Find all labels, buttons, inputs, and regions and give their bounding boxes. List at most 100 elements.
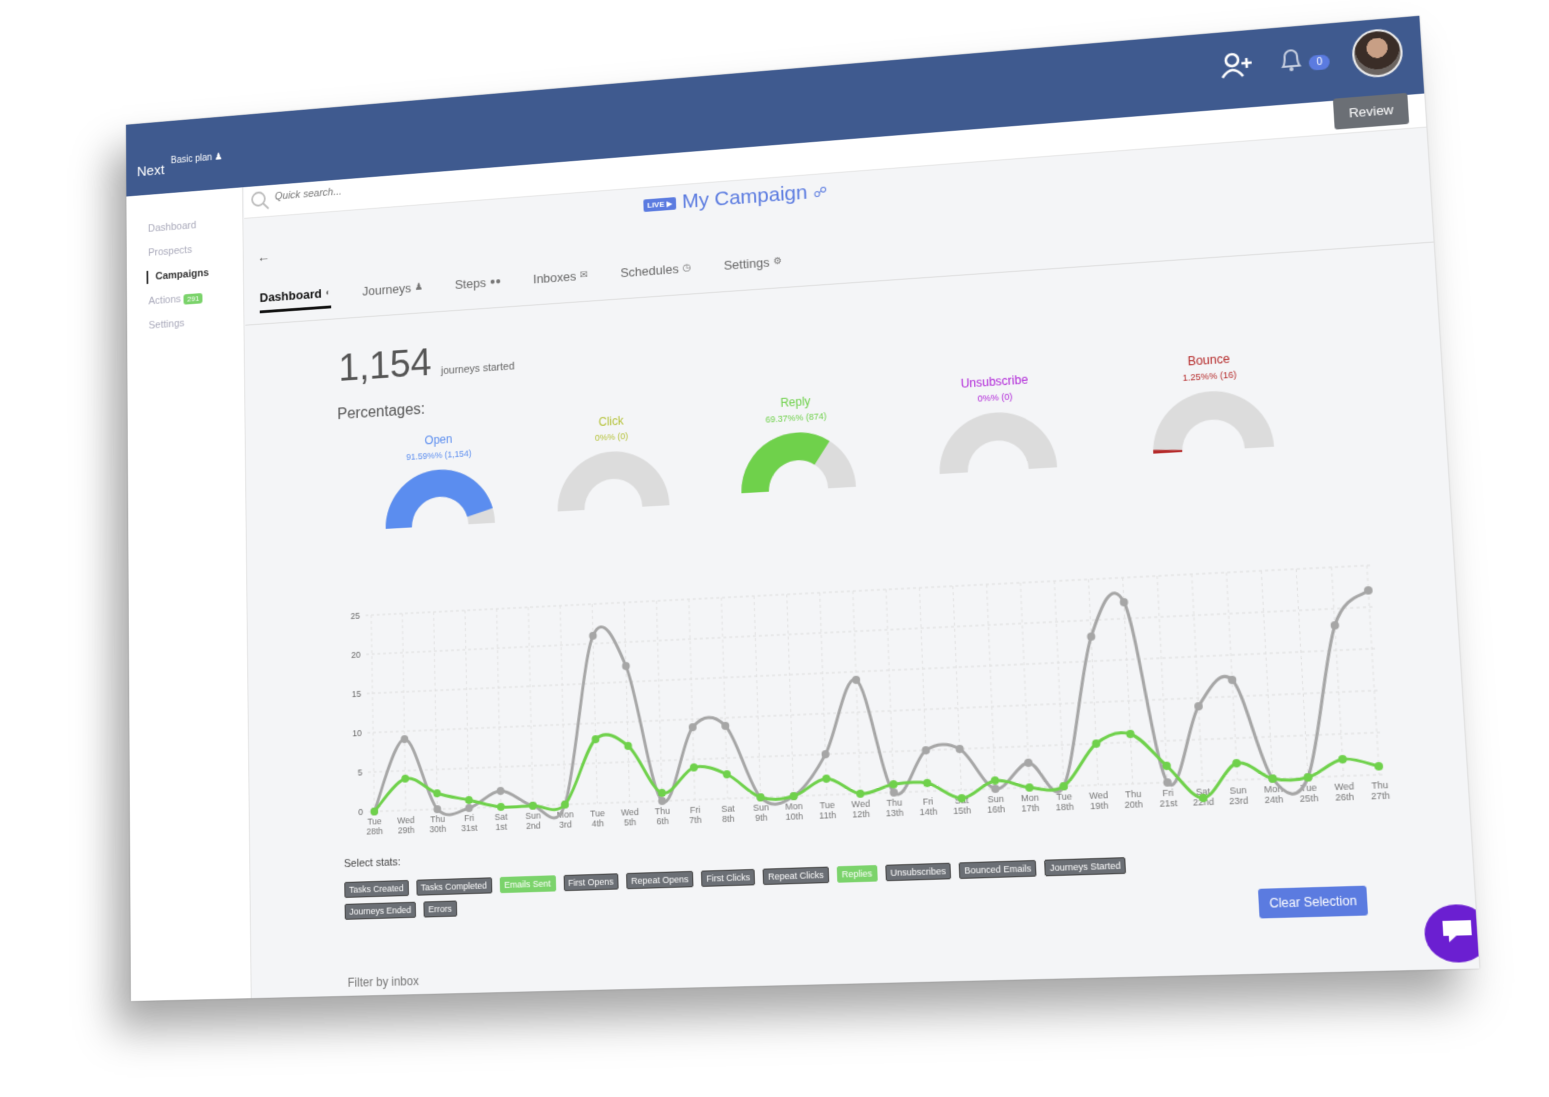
tab-journeys[interactable]: Journeys ♟ — [362, 274, 423, 304]
data-point — [1330, 621, 1339, 630]
stat-tag-repeat-opens[interactable]: Repeat Opens — [626, 871, 693, 889]
x-tick-label: Wed5th — [621, 807, 640, 828]
notification-count-badge[interactable]: 0 — [1309, 54, 1330, 71]
stat-tag-replies[interactable]: Replies — [836, 865, 877, 883]
x-tick-label: Wed29th — [397, 815, 415, 836]
add-user-icon[interactable] — [1220, 49, 1256, 79]
data-point — [1304, 773, 1313, 782]
tab-label: Journeys — [362, 281, 411, 299]
grid-line-v — [465, 610, 469, 808]
clock-icon: ◷ — [682, 263, 691, 274]
grid-line-h — [366, 607, 1376, 655]
gauge-track — [937, 409, 1057, 474]
grid-line-v — [560, 606, 565, 805]
stat-tag-errors[interactable]: Errors — [423, 901, 456, 918]
stat-tag-journeys-started[interactable]: Journeys Started — [1044, 857, 1126, 876]
grid-line-v — [919, 588, 927, 791]
tab-label: Settings — [724, 255, 770, 273]
data-point — [856, 789, 864, 797]
grid-line-v — [434, 612, 438, 809]
grid-line-v — [1192, 574, 1203, 781]
percentages-title: Percentages: — [337, 401, 425, 424]
walker-icon: ♟ — [415, 282, 424, 293]
grid-line-v — [754, 596, 761, 797]
gauge-reply: Reply 69.37%% (874) — [707, 390, 888, 497]
gauge-track — [556, 448, 669, 511]
live-badge: LIVE ▶ — [643, 197, 676, 212]
x-tick-label: Thu27th — [1370, 780, 1390, 802]
live-label: LIVE — [647, 199, 664, 209]
line-chart-svg: 0510152025Tue28thWed29thThu30thFri31stSa… — [336, 556, 1411, 864]
gauge-arc — [737, 425, 858, 495]
share-icon[interactable]: ☍ — [813, 183, 827, 201]
stat-tag-tasks-created[interactable]: Tasks Created — [344, 880, 408, 898]
tab-label: Schedules — [620, 261, 679, 280]
gauge-arc — [554, 444, 671, 513]
y-tick-label: 0 — [358, 807, 363, 817]
grid-line-v — [1367, 566, 1379, 775]
bell-icon[interactable] — [1277, 45, 1306, 75]
stat-tag-first-opens[interactable]: First Opens — [563, 873, 619, 891]
tab-schedules[interactable]: Schedules ◷ — [620, 255, 691, 286]
data-point — [1374, 762, 1383, 771]
sidebar-item-label: Settings — [149, 318, 185, 332]
sidebar-item-label: Prospects — [148, 244, 192, 258]
stat-tag-journeys-ended[interactable]: Journeys Ended — [345, 902, 417, 920]
x-tick-label: Tue11th — [819, 800, 837, 821]
stat-tag-repeat-clicks[interactable]: Repeat Clicks — [763, 867, 829, 885]
chat-button[interactable] — [1423, 904, 1480, 964]
stat-tag-emails-sent[interactable]: Emails Sent — [499, 875, 556, 893]
tab-label: Inboxes — [533, 269, 576, 286]
x-tick-label: Sat1st — [495, 812, 509, 833]
brand-logo[interactable]: Next — [137, 162, 165, 180]
grid-line-v — [787, 594, 794, 796]
data-point — [529, 802, 537, 810]
y-tick-label: 15 — [352, 689, 362, 699]
back-arrow-icon[interactable]: ← — [257, 249, 270, 265]
x-tick-label: Wed12th — [851, 798, 870, 819]
y-tick-label: 5 — [358, 767, 363, 777]
stat-tag-bounced-emails[interactable]: Bounced Emails — [959, 860, 1037, 879]
avatar[interactable] — [1351, 27, 1404, 79]
sidebar-item-label: Actions — [148, 294, 180, 308]
gauge-arc — [935, 405, 1059, 476]
grid-line-v — [953, 586, 961, 790]
gauge-click: Click 0%% (0) — [525, 409, 701, 515]
x-tick-label: Mon10th — [785, 801, 803, 822]
x-tick-label: Thu20th — [1124, 789, 1143, 811]
plan-label: Basic plan ♟ — [171, 152, 223, 166]
grid-line-v — [987, 584, 996, 788]
journey-stats-chart: 0 5 10 15 20 25 Tue28th Wed29th Thu30th Fri31st Sa… — [336, 556, 1411, 864]
page-title: My Campaign — [682, 181, 808, 214]
tab-label: Dashboard — [260, 286, 322, 305]
clear-selection-button[interactable]: Clear Selection — [1258, 886, 1369, 919]
tab-dashboard[interactable]: Dashboard ◐ — [259, 279, 331, 312]
review-button[interactable]: Review — [1333, 93, 1409, 130]
tab-steps[interactable]: Steps ●● — [455, 269, 502, 298]
gauge-track — [1150, 388, 1274, 454]
x-tick-label: Mon3rd — [557, 809, 574, 830]
grid-line-v — [1261, 571, 1272, 779]
tab-inboxes[interactable]: Inboxes ✉ — [533, 262, 589, 292]
grid-line-v — [528, 607, 533, 805]
footsteps-icon: ●● — [490, 276, 502, 287]
stat-tag-tasks-completed[interactable]: Tasks Completed — [416, 877, 492, 895]
x-tick-label: Tue25th — [1299, 782, 1319, 804]
sidebar-item-label: Campaigns — [148, 267, 209, 283]
x-tick-label: Sun9th — [753, 802, 770, 823]
actions-count-badge: 291 — [184, 293, 203, 305]
grid-line-v — [497, 609, 501, 807]
data-point — [497, 803, 505, 811]
data-point — [465, 804, 473, 812]
sidebar-item-label: Dashboard — [148, 220, 196, 235]
data-point — [497, 787, 505, 795]
stat-tag-unsubscribes[interactable]: Unsubscribes — [885, 863, 951, 882]
grid-line-h — [366, 565, 1374, 615]
play-icon: ▶ — [666, 199, 672, 208]
plan-text: Basic plan — [171, 153, 212, 167]
x-tick-label: Wed19th — [1089, 790, 1109, 812]
tab-settings[interactable]: Settings ⚙ — [723, 248, 782, 278]
x-tick-label: Fri7th — [689, 805, 702, 826]
stat-tag-first-clicks[interactable]: First Clicks — [701, 869, 755, 887]
gauge-arc — [1148, 383, 1276, 455]
